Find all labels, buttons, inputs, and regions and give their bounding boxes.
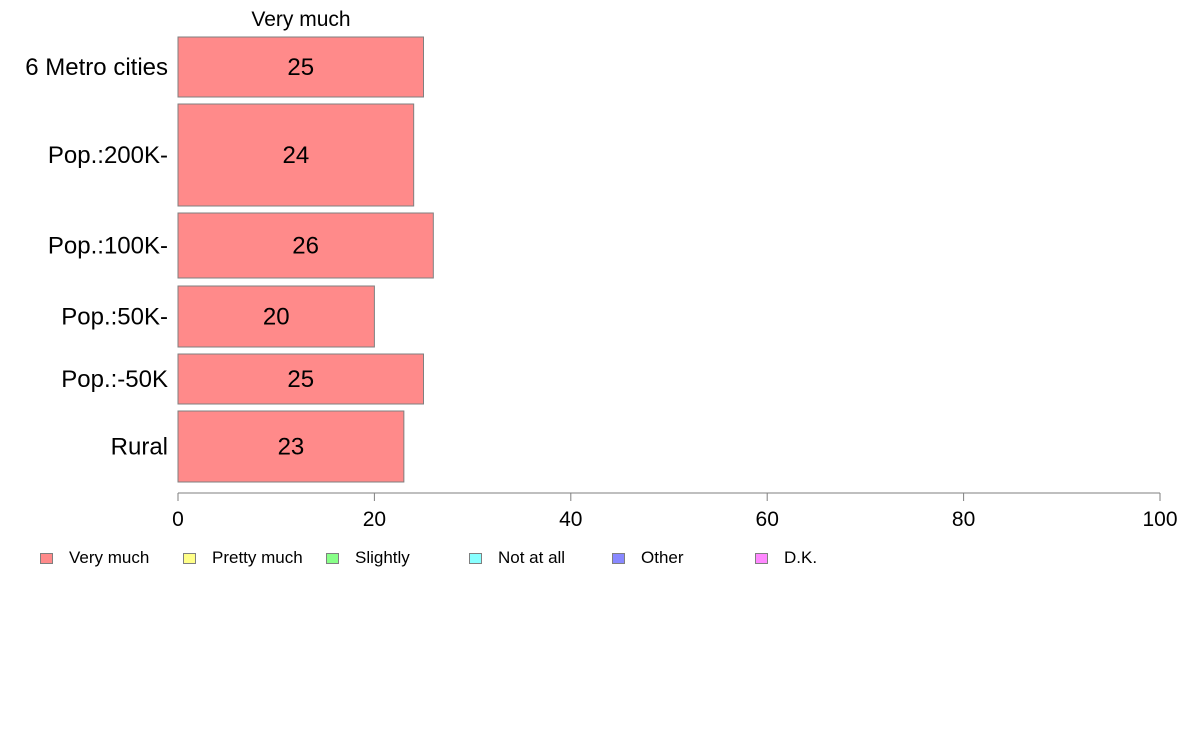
category-label: Rural xyxy=(111,434,168,461)
data-label: 24 xyxy=(282,142,309,169)
legend-label: Other xyxy=(641,548,684,567)
data-label: 20 xyxy=(263,304,290,331)
legend-swatch-dk xyxy=(755,552,768,564)
category-label: Pop.:50K- xyxy=(61,304,168,331)
legend-swatch-pretty-much xyxy=(183,552,196,564)
x-tick-label: 60 xyxy=(756,508,779,531)
x-tick-label: 80 xyxy=(952,508,975,531)
legend-swatch-not-at-all xyxy=(469,552,482,564)
legend-swatch-very-much xyxy=(40,552,53,564)
legend-item-dk: D.K. xyxy=(755,548,817,568)
legend-item-not-at-all: Not at all xyxy=(469,548,565,568)
legend-label: Not at all xyxy=(498,548,566,567)
legend-label: Very much xyxy=(69,548,150,567)
x-tick-label: 20 xyxy=(363,508,386,531)
legend-item-slightly: Slightly xyxy=(326,548,410,568)
category-label: Pop.:100K- xyxy=(48,233,168,260)
category-label: Pop.:-50K xyxy=(61,366,168,393)
bar xyxy=(177,285,375,348)
bar xyxy=(177,410,405,483)
legend-label: D.K. xyxy=(784,548,818,567)
data-label: 23 xyxy=(278,434,305,461)
bar xyxy=(177,353,424,405)
data-label: 26 xyxy=(292,233,319,260)
legend-item-other: Other xyxy=(612,548,684,568)
data-label: 25 xyxy=(287,54,314,81)
x-tick-label: 100 xyxy=(1142,508,1177,531)
data-label: 25 xyxy=(287,366,314,393)
bar xyxy=(177,212,434,279)
legend: Very much Pretty much Slightly Not at al… xyxy=(40,548,940,568)
legend-label: Slightly xyxy=(355,548,410,567)
legend-item-pretty-much: Pretty much xyxy=(183,548,303,568)
x-tick-label: 40 xyxy=(559,508,582,531)
chart-title: Very much xyxy=(251,8,350,31)
legend-swatch-other xyxy=(612,552,625,564)
legend-label: Pretty much xyxy=(212,548,303,567)
legend-item-very-much: Very much xyxy=(40,548,149,568)
bar xyxy=(177,36,424,98)
bar xyxy=(177,103,415,207)
x-tick-label: 0 xyxy=(172,508,184,531)
legend-swatch-slightly xyxy=(326,552,339,564)
category-label: Pop.:200K- xyxy=(48,142,168,169)
category-label: 6 Metro cities xyxy=(25,54,168,81)
